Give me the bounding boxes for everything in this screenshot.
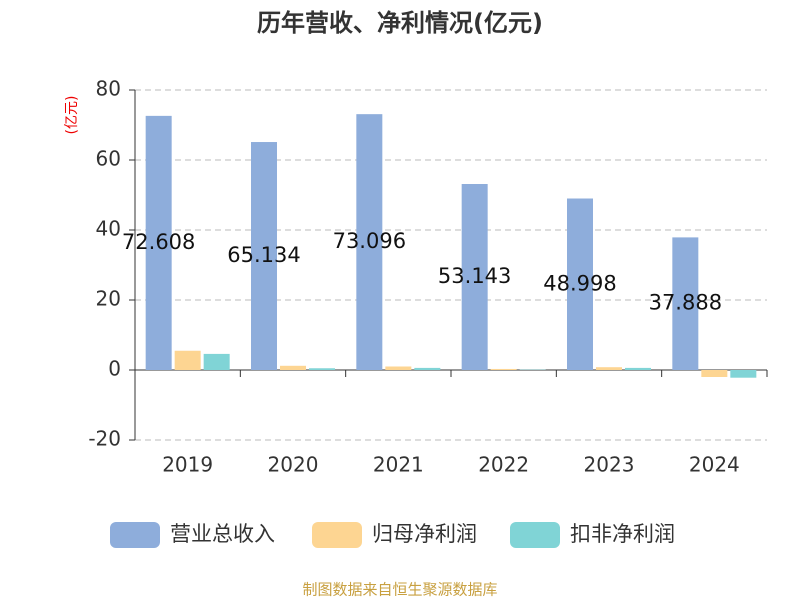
value-label: 48.998	[543, 271, 616, 295]
y-tick-label: 0	[108, 357, 121, 381]
value-label: 53.143	[438, 264, 511, 288]
x-tick-label: 2020	[268, 453, 319, 477]
x-tick-label: 2019	[162, 453, 213, 477]
x-tick-label: 2021	[373, 453, 424, 477]
bar	[414, 368, 440, 370]
source-note: 制图数据来自恒生聚源数据库	[302, 581, 497, 599]
bar	[491, 369, 517, 370]
bar	[730, 370, 756, 378]
chart-title: 历年营收、净利情况(亿元)	[257, 9, 543, 37]
bar	[280, 366, 306, 370]
x-tick-label: 2022	[478, 453, 529, 477]
legend-swatch	[312, 522, 362, 548]
y-tick-label: 60	[96, 147, 121, 171]
bar	[309, 368, 335, 370]
legend-swatch	[510, 522, 560, 548]
value-label: 37.888	[649, 291, 722, 315]
legend-swatch	[110, 522, 160, 548]
bar	[625, 368, 651, 370]
y-tick-label: 80	[96, 77, 121, 101]
y-tick-label: 20	[96, 287, 121, 311]
legend-label: 归母净利润	[372, 522, 477, 546]
legend-label: 营业总收入	[170, 522, 275, 546]
bar	[385, 367, 411, 371]
legend-label: 扣非净利润	[570, 522, 675, 546]
value-label: 65.134	[227, 243, 300, 267]
bar	[175, 351, 201, 370]
y-tick-label: 40	[96, 217, 121, 241]
x-tick-label: 2023	[584, 453, 635, 477]
y-tick-label: -20	[88, 427, 121, 451]
value-label: 73.096	[333, 229, 406, 253]
y-axis-label: (亿元)	[64, 96, 80, 135]
value-label: 72.608	[122, 230, 195, 254]
bar	[204, 354, 230, 370]
bar	[596, 367, 622, 370]
bar	[701, 370, 727, 377]
x-tick-label: 2024	[689, 453, 740, 477]
